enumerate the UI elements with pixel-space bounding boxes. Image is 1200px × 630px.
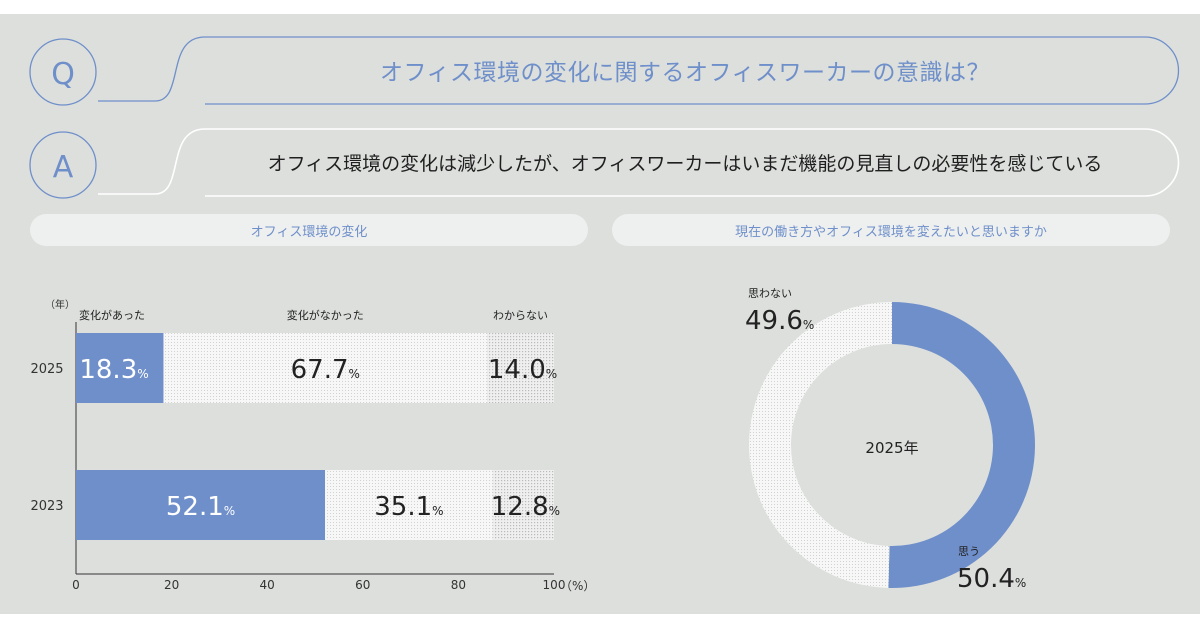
legend-label: 変化があった bbox=[79, 308, 145, 322]
bar-value-label: 12.8% bbox=[491, 492, 560, 522]
bar-value-label: 14.0% bbox=[488, 355, 557, 385]
bar-segment bbox=[76, 470, 326, 540]
a-circle bbox=[29, 131, 97, 199]
y-tick-label: 2025 bbox=[30, 362, 63, 377]
legend-label: わからない bbox=[493, 309, 548, 322]
a-bubble bbox=[98, 128, 1180, 197]
x-tick-label: 0 bbox=[72, 578, 80, 592]
bar-segment bbox=[76, 333, 164, 403]
x-tick-label: 60 bbox=[355, 578, 370, 592]
x-tick-label: 100 bbox=[543, 578, 566, 592]
donut-chart-title: 現在の働き方やオフィス環境を変えたいと思いますか bbox=[612, 214, 1170, 246]
bar-segment bbox=[492, 470, 554, 540]
q-bubble bbox=[98, 36, 1180, 105]
bar-segment bbox=[163, 333, 488, 403]
donut-slice bbox=[749, 302, 892, 588]
slice-name-label: 思う bbox=[958, 545, 980, 558]
y-axis-unit: （年） bbox=[45, 298, 75, 311]
bar-value-label: 67.7% bbox=[291, 355, 360, 385]
bar-segment bbox=[487, 333, 554, 403]
slice-name-label: 思わない bbox=[748, 287, 792, 300]
bar-value-label: 52.1% bbox=[166, 492, 235, 522]
answer-text: オフィス環境の変化は減少したが、オフィスワーカーはいまだ機能の見直しの必要性を感… bbox=[267, 152, 1103, 175]
bar-segment bbox=[325, 470, 493, 540]
slice-value-label: 49.6% bbox=[745, 306, 814, 336]
slice-value-label: 50.4% bbox=[957, 564, 1026, 594]
q-circle bbox=[29, 38, 97, 106]
donut-chart: 2025年 思う 50.4% 思わない 49.6% bbox=[745, 287, 1036, 594]
donut-center-label: 2025年 bbox=[865, 439, 918, 457]
stacked-bar-chart: （年） （%） 0 20 40 60 80 100 2025 18.3% 67.7% 14.0% 2… bbox=[30, 298, 595, 593]
y-tick-label: 2023 bbox=[30, 499, 63, 514]
legend-label: 変化がなかった bbox=[287, 308, 364, 322]
question-text: オフィス環境の変化に関するオフィスワーカーの意識は？ bbox=[379, 60, 991, 86]
x-tick-label: 20 bbox=[164, 578, 179, 592]
x-tick-label: 40 bbox=[260, 578, 275, 592]
x-tick-label: 80 bbox=[451, 578, 466, 592]
x-axis-unit: （%） bbox=[560, 579, 595, 593]
a-letter: A bbox=[53, 150, 74, 185]
donut-slice bbox=[888, 302, 1036, 588]
bar-chart-title: オフィス環境の変化 bbox=[30, 214, 588, 246]
bar-value-label: 18.3% bbox=[79, 355, 148, 385]
qa-frame: Q A bbox=[29, 36, 1180, 199]
bar-value-label: 35.1% bbox=[374, 492, 443, 522]
q-letter: Q bbox=[51, 57, 75, 92]
